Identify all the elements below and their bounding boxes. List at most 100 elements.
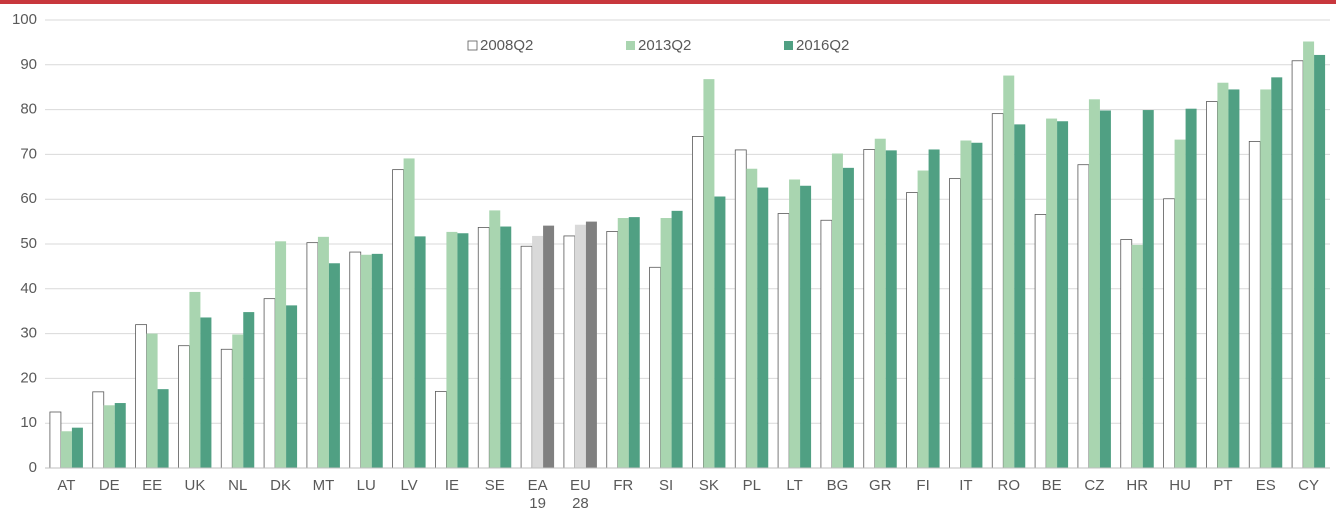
bar [60,431,72,468]
bar [789,179,801,468]
bar [243,312,255,468]
bar [500,226,512,468]
x-tick-label: UK [184,477,205,494]
bar [543,225,555,468]
bar [446,231,458,468]
x-tick-label: EE [142,477,162,494]
bar [831,153,843,468]
x-tick-label: MT [313,477,335,494]
bar [863,149,876,469]
bar [949,178,961,469]
bar [220,348,233,469]
bar [135,324,147,469]
x-tick-label: ES [1256,477,1276,494]
bar [1217,82,1229,468]
bar [1088,99,1100,469]
bar [1099,110,1111,468]
x-tick-label: SK [699,477,719,494]
bar [660,218,672,468]
bar [520,245,533,469]
x-tick-label: HU [1169,477,1191,494]
bar [971,142,983,468]
legend-swatch [467,40,478,51]
bar [1057,121,1069,469]
x-tick-label: FI [916,477,929,494]
bar [649,266,661,469]
bar [574,224,586,468]
x-tick-label: EU 28 [570,477,591,512]
bar [275,241,287,468]
bar [1131,244,1143,468]
bar [1314,54,1326,468]
legend-label: 2013Q2 [638,37,691,54]
bar [628,217,640,468]
legend-swatch [784,41,793,50]
bar [435,390,447,469]
y-tick-label: 50 [20,235,37,252]
y-tick-label: 90 [20,56,37,73]
x-tick-label: NL [228,477,247,494]
bar [1174,139,1186,468]
bar [777,213,790,469]
bar [734,149,747,469]
x-tick-label: RO [998,477,1021,494]
bar [371,253,383,468]
bar [1291,60,1304,469]
bar [928,149,940,469]
x-tick-label: SE [485,477,505,494]
x-tick-label: DE [99,477,120,494]
bar [1185,108,1197,468]
bar [703,79,715,469]
bar [1014,124,1026,468]
y-tick-label: 10 [20,414,37,431]
bar [1142,110,1154,468]
bar [757,187,769,468]
bar [477,227,490,469]
x-tick-label: LV [400,477,417,494]
x-tick-label: DK [270,477,291,494]
bar [885,150,897,469]
bar [532,235,544,468]
bar [189,291,201,468]
bar [200,317,212,468]
legend-swatch [626,41,635,50]
bar [489,210,501,468]
bar [746,168,758,468]
bar [671,210,683,468]
bar [71,427,83,468]
bar [1046,118,1058,468]
x-tick-label: IT [959,477,972,494]
top-rule [0,0,1336,4]
bar [692,136,704,469]
bar [1120,239,1133,469]
x-tick-label: GR [869,477,892,494]
bar [232,334,244,468]
bar [1163,198,1175,469]
bar [286,305,298,468]
bar [917,170,929,468]
bar [1034,214,1047,469]
bar [328,263,340,468]
bar [1228,89,1240,468]
x-tick-label: IE [445,477,459,494]
bar [306,242,319,469]
bar [1077,164,1090,469]
bar [563,235,576,469]
x-tick-label: BG [827,477,849,494]
x-tick-label: FR [613,477,633,494]
y-tick-label: 100 [12,11,37,28]
x-tick-label: PT [1213,477,1232,494]
bar [1303,41,1315,469]
bar [714,196,726,468]
bar [349,251,362,469]
bar [906,192,918,469]
bar [991,113,1004,469]
bar [842,167,854,468]
bar [800,185,812,468]
bar [146,333,158,468]
x-tick-label: PL [743,477,761,494]
x-tick-label: AT [57,477,75,494]
bar [1248,141,1261,469]
bar [1206,101,1218,469]
